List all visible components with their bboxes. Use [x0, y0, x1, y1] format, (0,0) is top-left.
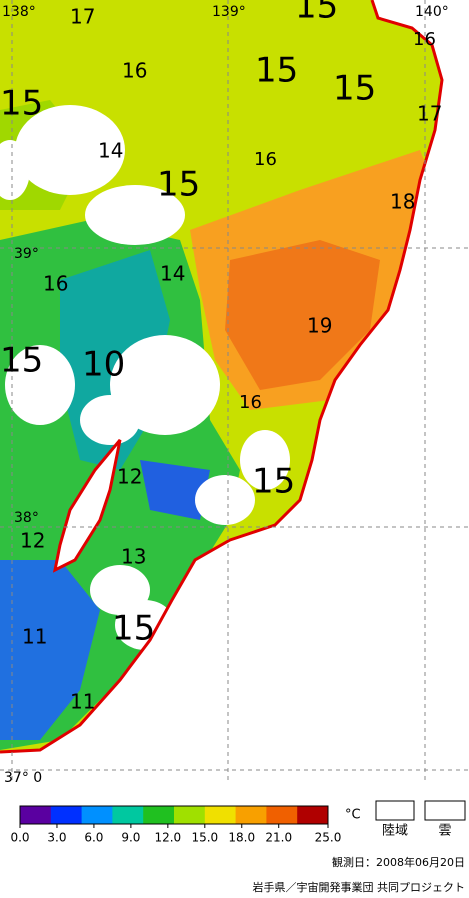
contour-label: 14 [98, 139, 123, 163]
contour-label: 12 [20, 529, 45, 553]
grid-label: 139° [212, 4, 246, 20]
contour-label: 12 [117, 465, 142, 489]
grid-label: 140° [415, 4, 449, 20]
grid-label: 138° [2, 4, 36, 20]
coastline [0, 0, 444, 754]
contour-label: 17 [417, 102, 442, 126]
contour-label: 14 [160, 262, 185, 286]
contour-label: 16 [43, 272, 68, 296]
contour-label: 10 [82, 345, 125, 385]
contour-label: 15 [157, 165, 200, 205]
credit: 岩手県／宇宙開発事業団 共同プロジェクト [253, 880, 466, 894]
unit-label: °C [345, 808, 361, 823]
grid-label: 39° [14, 246, 39, 262]
contour-label: 16 [413, 29, 436, 50]
colorbar-tick-label: 12.0 [154, 831, 181, 845]
contour-label: 18 [390, 190, 415, 214]
colorbar-tick-label: 6.0 [84, 831, 103, 845]
contour-label: 15 [0, 341, 43, 381]
graticule [0, 0, 469, 780]
contour-label: 16 [254, 149, 277, 170]
land-swatch [375, 800, 415, 821]
colorbar-segment [20, 806, 52, 824]
land-label: 陸域 [382, 823, 408, 839]
contour-label: 15 [255, 51, 298, 91]
colorbar-segment [297, 806, 329, 824]
colorbar-segment [235, 806, 267, 824]
colorbar-tick-label: 18.0 [228, 831, 255, 845]
colorbar-segment [112, 806, 144, 824]
cloud-swatch [424, 800, 466, 821]
grid-label: 37° 0 [4, 770, 42, 786]
colorbar-tick-label: 3.0 [47, 831, 66, 845]
colorbar-segment [50, 806, 83, 824]
sado-island [52, 439, 122, 573]
contour-label: 15 [252, 462, 295, 502]
colorbar-segment [143, 806, 175, 824]
contour-label: 16 [122, 59, 147, 83]
contour-label: 16 [239, 392, 262, 413]
contour-label: 17 [70, 5, 95, 29]
contour-label: 19 [307, 314, 332, 338]
contour-label: 11 [22, 625, 47, 649]
contour-label: 15 [0, 84, 43, 124]
colorbar-tick-label: 25.0 [315, 831, 342, 845]
observation-date: 観測日：2008年06月20日 [332, 855, 465, 869]
sea-surface [0, 0, 442, 752]
colorbar-frame [19, 805, 329, 825]
contour-label: 13 [121, 545, 146, 569]
grid-label: 38° [14, 510, 39, 526]
cloud-label: 雲 [438, 824, 451, 839]
colorbar-tick-label: 21.0 [265, 831, 292, 845]
colorbar-tick-label: 15.0 [191, 831, 218, 845]
contour-label: 11 [70, 690, 95, 714]
contour-label: 15 [333, 69, 376, 109]
colorbar-tick-label: 9.0 [121, 831, 140, 845]
colorbar-tick-label: 0.0 [10, 831, 29, 845]
contour-label: 15 [295, 0, 338, 27]
colorbar-segment [81, 806, 113, 824]
colorbar-segment [204, 806, 237, 824]
contour-label: 15 [112, 609, 155, 649]
colorbar-segment [266, 806, 298, 824]
colorbar-segment [174, 806, 206, 824]
